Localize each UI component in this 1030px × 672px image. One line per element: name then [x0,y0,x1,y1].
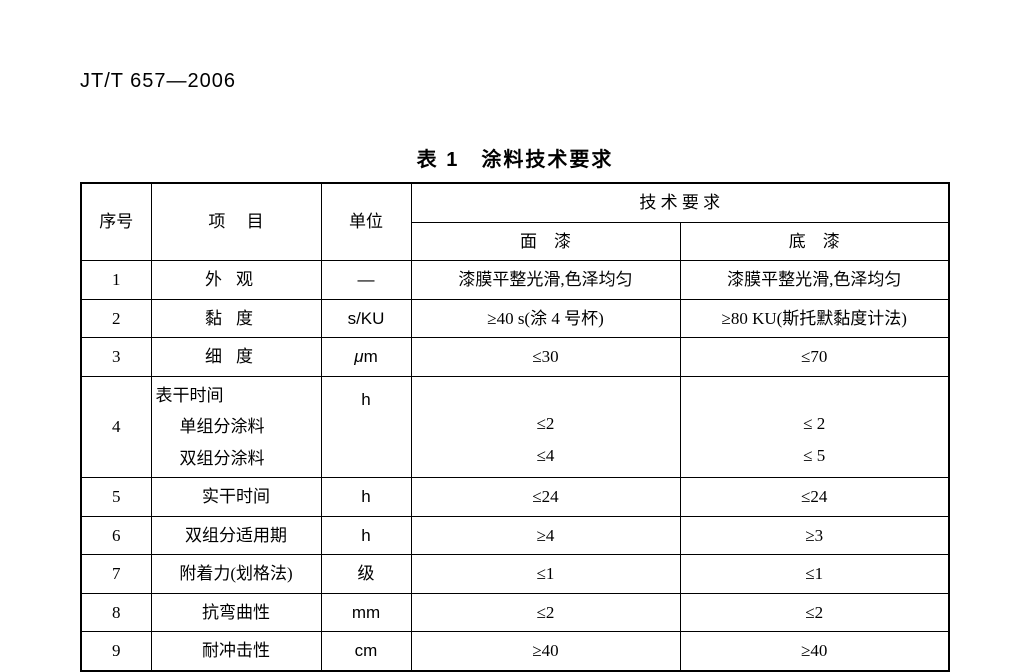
cell-seq: 8 [81,593,151,632]
table-row: 6双组分适用期h≥4≥3 [81,516,949,555]
item-main: 表干时间 [156,383,224,409]
cell-req-base: ≤ 2≤ 5 [680,376,949,478]
header-req-base: 底 漆 [680,222,949,261]
cell-req-top: ≤2 [411,593,680,632]
cell-seq: 4 [81,376,151,478]
table-row: 8抗弯曲性mm≤2≤2 [81,593,949,632]
cell-unit: cm [321,632,411,671]
cell-unit: — [321,261,411,300]
cell-item: 抗弯曲性 [151,593,321,632]
cell-seq: 1 [81,261,151,300]
item-sub: 单组分涂料 [156,414,265,440]
cell-req-top: ≤1 [411,555,680,594]
cell-unit: mm [321,593,411,632]
cell-req-top: ≥4 [411,516,680,555]
header-req-group: 技 术 要 求 [411,183,949,222]
header-item-a: 项 [208,212,225,231]
header-item: 项 目 [151,183,321,261]
cell-seq: 7 [81,555,151,594]
table-row: 2黏度s/KU≥40 s(涂 4 号杯)≥80 KU(斯托默黏度计法) [81,299,949,338]
document-id: JT/T 657—2006 [80,70,950,93]
table-row: 3细度μm≤30≤70 [81,338,949,377]
cell-item: 表干时间单组分涂料双组分涂料 [151,376,321,478]
cell-req-base: 漆膜平整光滑,色泽均匀 [680,261,949,300]
table-row: 4表干时间单组分涂料双组分涂料h≤2≤4≤ 2≤ 5 [81,376,949,478]
table-row: 5实干时间h≤24≤24 [81,478,949,517]
cell-unit: 级 [321,555,411,594]
cell-req-base: ≥40 [680,632,949,671]
cell-req-top: 漆膜平整光滑,色泽均匀 [411,261,680,300]
header-unit: 单位 [321,183,411,261]
cell-unit: μm [321,338,411,377]
table-caption: 表 1 涂料技术要求 [80,143,950,172]
cell-req-top: ≤2≤4 [411,376,680,478]
cell-req-top: ≥40 s(涂 4 号杯) [411,299,680,338]
header-seq: 序号 [81,183,151,261]
cell-unit: h [321,516,411,555]
req-value: ≤2 [537,411,555,437]
req-value: ≤ 2 [803,411,825,437]
cell-item: 双组分适用期 [151,516,321,555]
cell-req-top: ≥40 [411,632,680,671]
cell-req-base: ≥3 [680,516,949,555]
cell-seq: 9 [81,632,151,671]
cell-unit: h [321,376,411,478]
caption-title: 涂料技术要求 [481,149,613,171]
header-req-top: 面 漆 [411,222,680,261]
table-body: 1外观—漆膜平整光滑,色泽均匀漆膜平整光滑,色泽均匀2黏度s/KU≥40 s(涂… [81,261,949,671]
cell-item: 黏度 [151,299,321,338]
cell-seq: 5 [81,478,151,517]
cell-req-top: ≤24 [411,478,680,517]
cell-item: 实干时间 [151,478,321,517]
cell-req-base: ≤1 [680,555,949,594]
cell-req-top: ≤30 [411,338,680,377]
cell-req-base: ≤24 [680,478,949,517]
header-item-b: 目 [247,212,264,231]
table-row: 9耐冲击性cm≥40≥40 [81,632,949,671]
cell-item: 耐冲击性 [151,632,321,671]
cell-item: 细度 [151,338,321,377]
cell-unit: h [321,478,411,517]
cell-seq: 6 [81,516,151,555]
table-header: 序号 项 目 单位 技 术 要 求 面 漆 底 漆 [81,183,949,261]
caption-number: 表 1 [417,149,460,171]
table-row: 7附着力(划格法)级≤1≤1 [81,555,949,594]
req-value: ≤ 5 [803,443,825,469]
cell-req-base: ≥80 KU(斯托默黏度计法) [680,299,949,338]
cell-item: 外观 [151,261,321,300]
cell-req-base: ≤70 [680,338,949,377]
cell-seq: 2 [81,299,151,338]
item-sub: 双组分涂料 [156,446,265,472]
spec-table: 序号 项 目 单位 技 术 要 求 面 漆 底 漆 1外观—漆膜平整光滑,色泽均… [80,182,950,672]
table-row: 1外观—漆膜平整光滑,色泽均匀漆膜平整光滑,色泽均匀 [81,261,949,300]
cell-req-base: ≤2 [680,593,949,632]
cell-seq: 3 [81,338,151,377]
cell-item: 附着力(划格法) [151,555,321,594]
cell-unit: s/KU [321,299,411,338]
req-value: ≤4 [537,443,555,469]
